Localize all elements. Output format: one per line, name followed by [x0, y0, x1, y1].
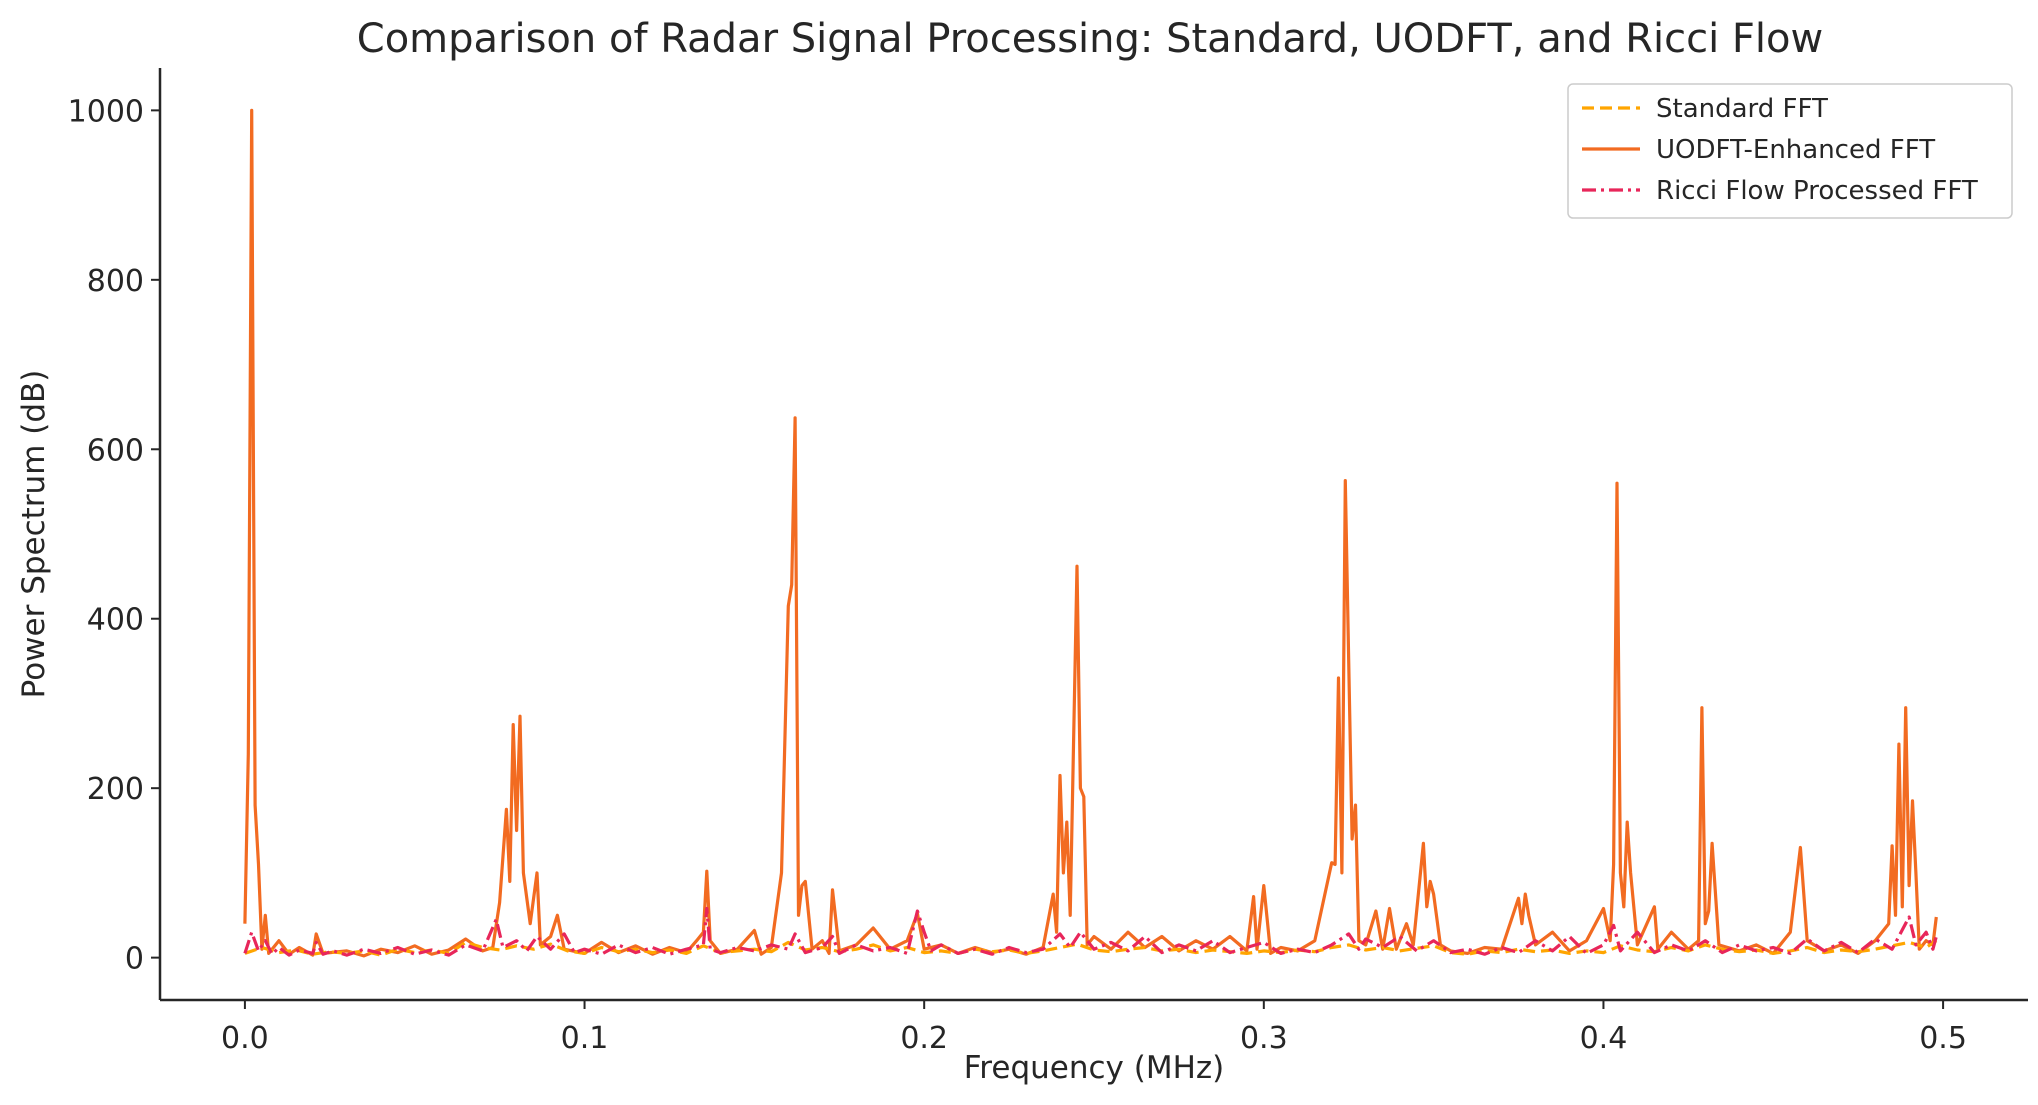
- chart-title: Comparison of Radar Signal Processing: S…: [357, 16, 1823, 62]
- y-tick-label: 1000: [68, 94, 144, 129]
- plot-area: 0.0 0.1 0.2 0.3 0.4 0.5 0 200 400 600 800 1000: [68, 68, 2028, 1056]
- legend-label: Ricci Flow Processed FFT: [1656, 176, 1978, 206]
- legend-items: Standard FFT UODFT-Enhanced FFT Ricci Flow…: [1582, 94, 1978, 206]
- x-tick-label: 0.1: [561, 1021, 609, 1056]
- x-tick-label: 0.0: [221, 1021, 269, 1056]
- y-axis-label: Power Spectrum (dB): [16, 370, 52, 699]
- y-tick-label: 200: [87, 772, 144, 807]
- y-tick-label: 600: [87, 433, 144, 468]
- series-layer: [243, 108, 1938, 958]
- x-tick-label: 0.5: [1919, 1021, 1967, 1056]
- x-tick-label: 0.2: [900, 1021, 948, 1056]
- x-axis-label: Frequency (MHz): [964, 1050, 1225, 1086]
- y-ticks: 0 200 400 600 800 1000: [68, 94, 160, 977]
- series-line-1: [243, 108, 1938, 958]
- y-tick-label: 800: [87, 264, 144, 299]
- legend-box: [1567, 83, 2013, 219]
- y-tick-label: 0: [125, 942, 144, 977]
- x-tick-label: 0.4: [1580, 1021, 1628, 1056]
- series-line-2: [243, 906, 1938, 957]
- legend-label: UODFT-Enhanced FFT: [1656, 135, 1935, 165]
- y-tick-label: 400: [87, 603, 144, 638]
- x-ticks: 0.0 0.1 0.2 0.3 0.4 0.5: [221, 1000, 1967, 1056]
- x-tick-label: 0.3: [1240, 1021, 1288, 1056]
- legend-label: Standard FFT: [1656, 94, 1828, 124]
- legend: Standard FFT UODFT-Enhanced FFT Ricci Flow…: [1567, 83, 2013, 219]
